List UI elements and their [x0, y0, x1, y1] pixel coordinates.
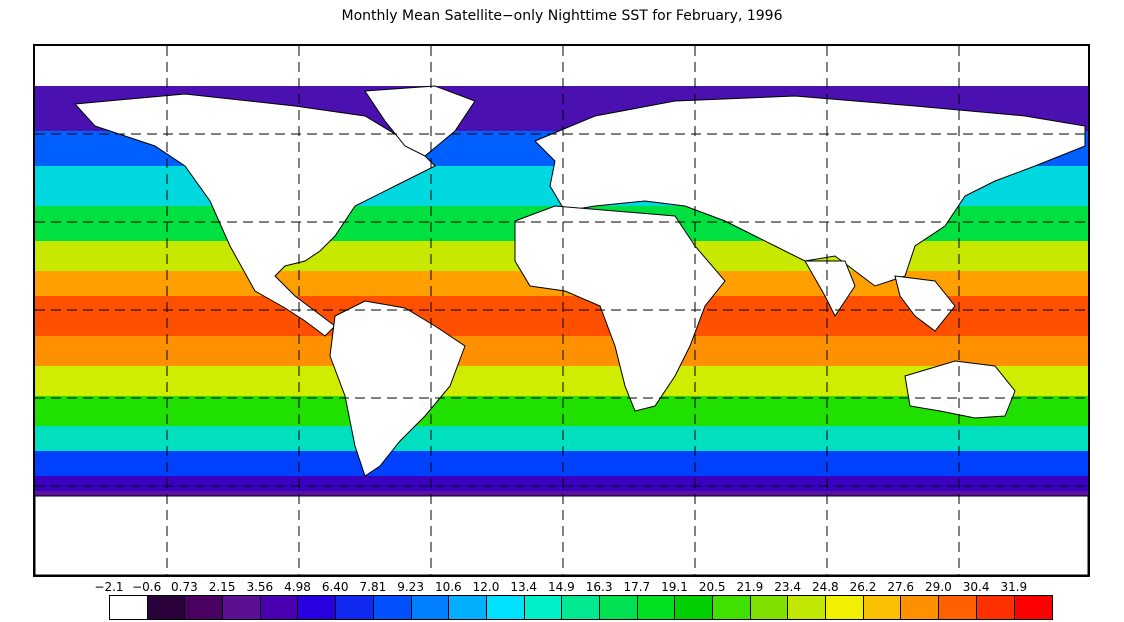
- colorbar-tick-label: 12.0: [472, 580, 500, 594]
- colorbar-tick-label: 19.1: [661, 580, 688, 594]
- colorbar-swatch: [788, 596, 827, 619]
- colorbar-swatch: [223, 596, 261, 619]
- band-cold-south: [35, 451, 1088, 476]
- antarctica: [35, 495, 1088, 575]
- colorbar-tick-label: 6.40: [321, 580, 349, 594]
- colorbar-swatch: [750, 596, 789, 619]
- colorbar-tick-label: 23.4: [774, 580, 801, 594]
- colorbar-tick-label: 16.3: [585, 580, 613, 594]
- africa: [514, 205, 726, 412]
- colorbar-swatch: [826, 596, 864, 619]
- colorbar-tick-label: 27.6: [887, 580, 915, 594]
- band-arctic-ice: [35, 46, 1088, 86]
- india: [804, 260, 856, 317]
- southeast-asia: [894, 275, 956, 332]
- colorbar-tick-label: 20.5: [698, 580, 726, 594]
- colorbar-swatch: [373, 596, 412, 619]
- band-subpolar-south: [35, 476, 1088, 491]
- band-cool-south: [35, 426, 1088, 451]
- colorbar-tick-label: 2.15: [208, 580, 236, 594]
- sst-map-canvas: [35, 46, 1088, 575]
- graticule: [35, 46, 1088, 575]
- colorbar-swatch: [863, 596, 902, 619]
- colorbar-swatch: [260, 596, 299, 619]
- colorbar: [109, 595, 1054, 620]
- colorbar-swatch: [336, 596, 374, 619]
- colorbar-tick-label: 21.9: [736, 580, 764, 594]
- colorbar-tick-label: 13.4: [510, 580, 538, 594]
- map-title: Monthly Mean Satellite−only Nighttime SS…: [341, 8, 783, 24]
- colorbar-swatch: [939, 596, 977, 619]
- colorbar-tick-label: 3.56: [246, 580, 274, 594]
- australia: [904, 360, 1016, 419]
- colorbar-tick-label: 24.8: [811, 580, 839, 594]
- colorbar-tick-label: 14.9: [548, 580, 575, 594]
- colorbar-swatch: [185, 596, 224, 619]
- colorbar-tick-label: −0.6: [132, 580, 162, 594]
- sst-map: [33, 44, 1090, 577]
- colorbar-swatch: [147, 596, 186, 619]
- colorbar-tick-label: 7.81: [359, 580, 387, 594]
- colorbar-swatch: [599, 596, 638, 619]
- colorbar-tick-label: 4.98: [284, 580, 311, 594]
- colorbar-tick-label: 31.9: [1000, 580, 1028, 594]
- colorbar-swatch: [675, 596, 713, 619]
- colorbar-swatch: [110, 596, 148, 619]
- colorbar-swatch: [637, 596, 676, 619]
- colorbar-swatch: [486, 596, 525, 619]
- colorbar-swatch: [562, 596, 600, 619]
- colorbar-tick-label: 17.7: [623, 580, 651, 594]
- colorbar-tick-label: 0.73: [171, 580, 198, 594]
- colorbar-tick-label: 29.0: [925, 580, 952, 594]
- band-subtropical-south: [35, 336, 1088, 366]
- greenland: [364, 85, 476, 157]
- land-masses: [35, 85, 1088, 575]
- colorbar-swatch: [449, 596, 487, 619]
- colorbar-tick-label: 26.2: [849, 580, 877, 594]
- colorbar-swatch: [411, 596, 450, 619]
- colorbar-swatch: [1014, 596, 1053, 619]
- colorbar-tick-label: 10.6: [434, 580, 462, 594]
- colorbar-tick-label: 9.23: [397, 580, 424, 594]
- colorbar-tick-label: −2.1: [94, 580, 124, 594]
- colorbar-swatch: [298, 596, 337, 619]
- colorbar-swatch: [976, 596, 1015, 619]
- europe-asia: [534, 95, 1086, 287]
- colorbar-tick-label: 30.4: [962, 580, 990, 594]
- colorbar-swatch: [524, 596, 563, 619]
- colorbar-labels: −2.1 −0.6 0.73 2.15 3.56 4.98 6.40 7.81 9.23 10.6…: [92, 580, 1052, 594]
- south-america: [329, 300, 466, 477]
- colorbar-swatch: [713, 596, 751, 619]
- colorbar-swatch: [901, 596, 940, 619]
